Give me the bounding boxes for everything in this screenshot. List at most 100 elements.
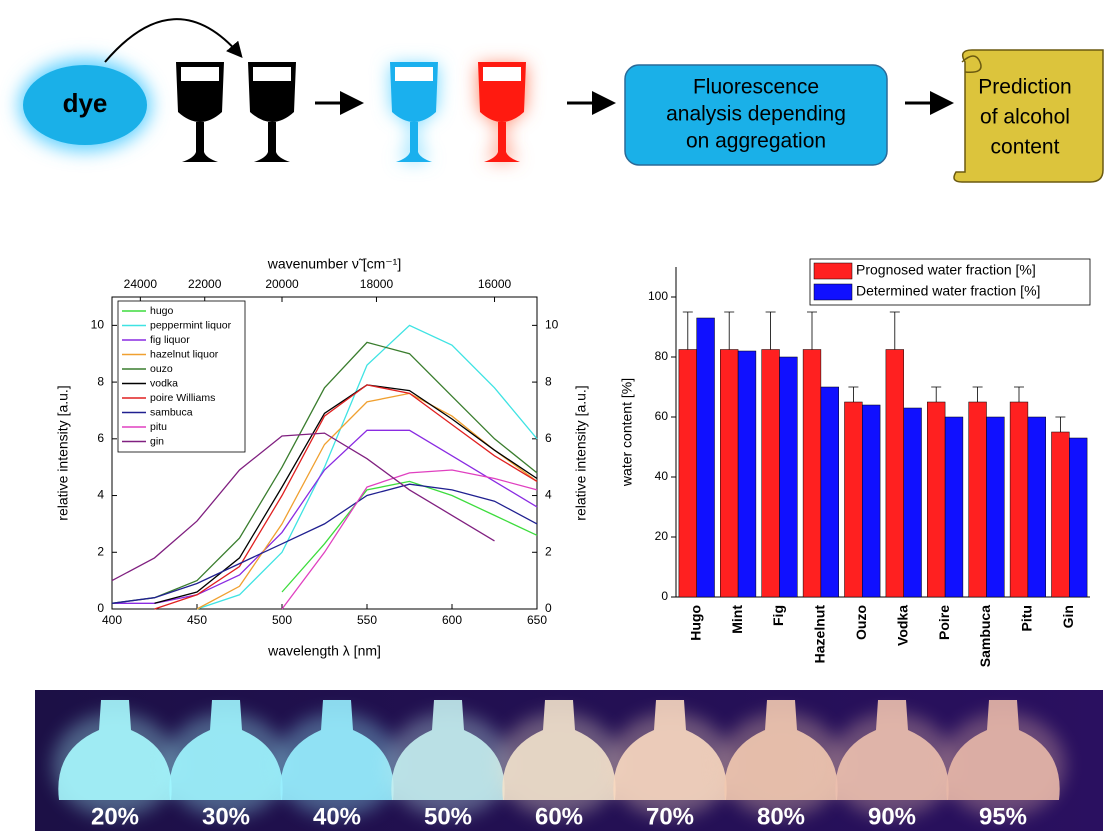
concentration-label: 90% [868, 803, 916, 830]
legend-label: hugo [150, 305, 174, 317]
y-tick-label: 20 [655, 529, 669, 543]
concentration-label: 50% [424, 803, 472, 830]
error-bar [1014, 386, 1024, 402]
legend-label: Determined water fraction [%] [856, 283, 1040, 299]
spectrum-line [112, 429, 538, 604]
error-bar [889, 311, 900, 350]
y2-tick-label: 6 [545, 431, 552, 445]
x2-tick-label: 18000 [360, 277, 394, 291]
error-bar [972, 386, 983, 402]
bar [862, 404, 881, 598]
legend-label: fig liquor [150, 334, 190, 346]
legend-label: pitu [150, 421, 167, 433]
bar [885, 349, 904, 598]
legend-swatch [813, 283, 853, 301]
bar [1051, 431, 1070, 598]
bar [986, 416, 1005, 598]
analysis-text: on aggregation [686, 130, 826, 153]
dye-blob [23, 65, 147, 145]
y-tick-label: 60 [655, 409, 669, 423]
y2-tick-label: 4 [545, 488, 552, 502]
y-axis-title: water content [%] [619, 378, 635, 487]
x-tick-label: 500 [272, 613, 292, 627]
x-tick-label: Sambuca [977, 605, 993, 667]
bar [1027, 416, 1046, 598]
concentration-label: 95% [979, 803, 1027, 830]
y-tick-label: 40 [655, 469, 669, 483]
y-tick-label: 0 [661, 589, 668, 603]
spectrum-line [281, 469, 538, 610]
analysis-box [624, 64, 888, 166]
x2-tick-label: 20000 [265, 277, 299, 291]
bar [802, 349, 822, 598]
glass-empty [395, 67, 433, 81]
concentration-label: 20% [91, 803, 139, 830]
bar [927, 401, 946, 598]
bar [761, 349, 780, 598]
flask [391, 700, 505, 800]
dye-label: dye [63, 88, 108, 118]
wine-glass [390, 62, 438, 162]
analysis-text: Fluorescence [693, 76, 819, 99]
y2-tick-label: 8 [545, 374, 552, 388]
error-bar [682, 311, 693, 350]
bar [820, 386, 839, 598]
plot-frame [111, 296, 538, 610]
bar [844, 401, 863, 598]
prediction-text: of alcohol [980, 106, 1070, 129]
y2-tick-label: 0 [545, 601, 552, 615]
x-tick-label: Gin [1060, 605, 1076, 628]
flask [169, 700, 283, 800]
x-tick-label: 450 [187, 613, 207, 627]
y-tick-label: 8 [97, 374, 104, 388]
x-tick-label: Poire [936, 605, 952, 640]
y-tick-label: 6 [97, 431, 104, 445]
concentration-label: 60% [535, 803, 583, 830]
concentration-label: 80% [757, 803, 805, 830]
x2-tick-label: 16000 [478, 277, 512, 291]
x-tick-label: 650 [527, 613, 547, 627]
spectrum-line [281, 480, 538, 593]
flask [613, 700, 727, 800]
photo: 20% 30% 40% 50% 60% 70% 80% 90% 95% [35, 690, 1103, 831]
bar [968, 401, 987, 598]
legend-box [809, 258, 1091, 306]
legend-label: poire Williams [150, 392, 215, 404]
error-bar [1055, 416, 1066, 432]
x-tick-label: Hugo [687, 605, 703, 641]
error-bar [765, 311, 776, 350]
concentration-label: 30% [202, 803, 250, 830]
x2-tick-label: 24000 [124, 277, 158, 291]
spectrum-line [196, 324, 538, 610]
bar [944, 416, 964, 598]
x-tick-label: Ouzo [853, 605, 869, 640]
spectrum-line [154, 384, 538, 604]
x-tick-label: Mint [729, 605, 745, 634]
y-tick-label: 100 [648, 289, 668, 303]
diagram: dye Fluorescence analysis depending on agg… [19, 18, 1104, 183]
error-bar [806, 311, 817, 350]
x-tick-label: Vodka [894, 605, 910, 646]
y-axis-title: relative intensity [a.u.] [55, 385, 71, 520]
x-tick-label: Fig [770, 605, 786, 626]
scroll [953, 49, 1104, 183]
y-tick-label: 10 [91, 318, 105, 332]
legend-swatch [813, 262, 853, 280]
bar [779, 356, 798, 598]
wine-glass [478, 62, 526, 162]
diagram-text: Fluorescence analysis depending on aggrega… [666, 76, 1072, 159]
x-tick-label: Hazelnut [812, 605, 828, 664]
y2-tick-label: 10 [545, 318, 559, 332]
y-tick-label: 2 [97, 544, 104, 558]
x-tick-label: Pitu [1019, 605, 1035, 631]
x2-axis-title: wavenumber ν̃ [cm⁻¹] [267, 256, 401, 272]
prediction-text: content [991, 136, 1060, 159]
wine-glass [176, 62, 224, 162]
spectrum-line [111, 483, 538, 604]
bar [696, 317, 715, 598]
x-tick-label: 600 [442, 613, 462, 627]
bar [678, 349, 697, 598]
